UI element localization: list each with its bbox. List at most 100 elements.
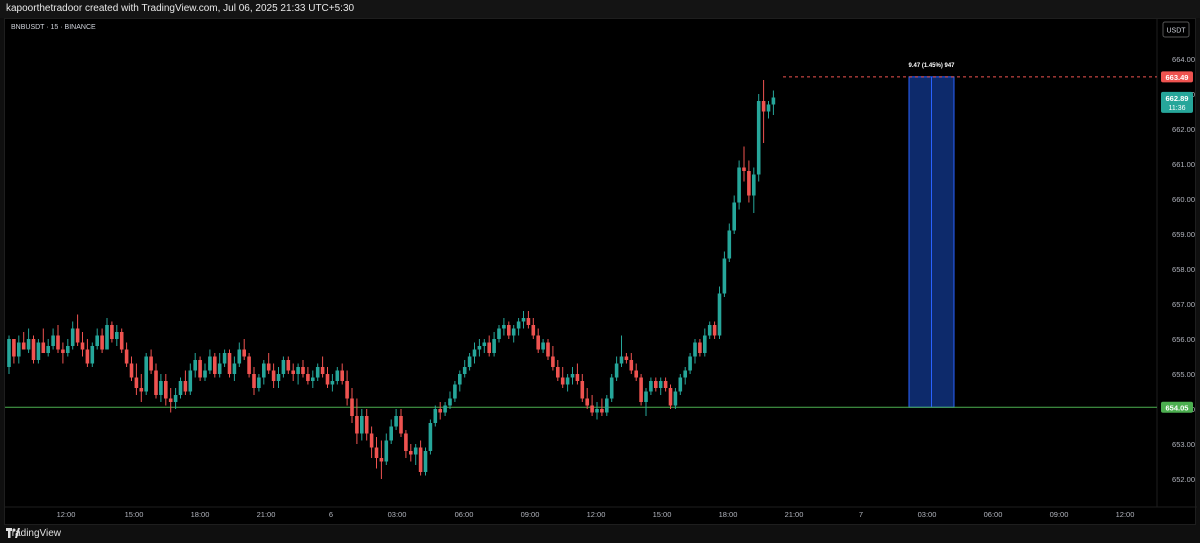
candle-body[interactable] [325, 374, 330, 385]
candle-body[interactable] [605, 398, 609, 413]
candle-body[interactable] [399, 416, 403, 434]
candle-body[interactable] [124, 349, 129, 364]
candle-body[interactable] [707, 325, 712, 336]
candle-body[interactable] [409, 451, 413, 455]
candle-body[interactable] [213, 356, 217, 375]
candle-body[interactable] [70, 328, 75, 347]
candle-body[interactable] [742, 167, 746, 172]
candle-body[interactable] [105, 325, 109, 350]
candle-body[interactable] [609, 377, 614, 399]
candle-body[interactable] [100, 335, 104, 350]
candle-body[interactable] [619, 356, 624, 364]
candle-body[interactable] [394, 416, 398, 427]
tradingview-logo[interactable]: TradingView [6, 528, 61, 539]
candle-body[interactable] [477, 346, 482, 350]
candle-body[interactable] [756, 101, 761, 175]
candle-body[interactable] [296, 367, 300, 374]
candle-body[interactable] [688, 356, 692, 371]
candle-body[interactable] [462, 367, 467, 374]
candle-body[interactable] [183, 381, 188, 392]
candle-body[interactable] [443, 405, 447, 413]
candle-body[interactable] [164, 381, 168, 399]
candle-body[interactable] [560, 377, 565, 385]
candle-body[interactable] [144, 356, 148, 392]
candle-body[interactable] [644, 391, 648, 403]
candle-body[interactable] [311, 377, 315, 382]
candle-body[interactable] [683, 370, 687, 378]
candle-body[interactable] [541, 342, 545, 350]
candle-body[interactable] [668, 388, 673, 406]
candle-body[interactable] [658, 381, 663, 388]
candle-body[interactable] [497, 328, 501, 340]
candle-body[interactable] [458, 374, 462, 385]
chart-panel[interactable]: BNBUSDT · 15 · BINANCEUSDT664.00663.0066… [4, 18, 1197, 526]
candle-body[interactable] [575, 374, 580, 381]
candle-body[interactable] [693, 342, 697, 357]
candle-body[interactable] [546, 342, 550, 357]
candle-body[interactable] [252, 374, 256, 388]
candle-body[interactable] [17, 342, 21, 357]
candle-body[interactable] [330, 381, 335, 385]
candle-body[interactable] [7, 339, 11, 367]
candle-body[interactable] [379, 458, 384, 462]
candle-body[interactable] [556, 367, 560, 378]
candle-body[interactable] [320, 367, 325, 374]
candle-body[interactable] [36, 342, 41, 361]
candle-body[interactable] [306, 374, 310, 381]
candle-body[interactable] [453, 384, 457, 399]
candle-body[interactable] [624, 356, 629, 361]
candle-body[interactable] [31, 339, 36, 360]
candle-body[interactable] [536, 335, 540, 350]
candle-body[interactable] [673, 391, 678, 406]
candle-body[interactable] [242, 349, 246, 357]
candle-body[interactable] [203, 370, 207, 378]
candle-body[interactable] [531, 325, 536, 336]
candle-body[interactable] [472, 349, 477, 357]
candle-body[interactable] [595, 409, 599, 413]
candle-body[interactable] [149, 356, 153, 371]
candle-body[interactable] [663, 381, 668, 388]
candle-body[interactable] [639, 377, 643, 403]
candle-body[interactable] [257, 377, 261, 389]
candle-body[interactable] [747, 171, 751, 196]
candle-body[interactable] [384, 440, 389, 462]
candle-body[interactable] [271, 370, 276, 382]
candle-body[interactable] [134, 377, 139, 389]
candle-body[interactable] [198, 360, 202, 378]
candlestick-chart[interactable]: BNBUSDT · 15 · BINANCEUSDT664.00663.0066… [5, 19, 1197, 526]
candle-body[interactable] [26, 339, 31, 350]
candle-body[interactable] [41, 342, 46, 354]
candle-body[interactable] [752, 174, 756, 196]
candle-body[interactable] [61, 349, 65, 354]
candle-body[interactable] [227, 353, 232, 374]
candle-body[interactable] [629, 360, 634, 371]
candle-body[interactable] [350, 398, 354, 417]
candle-body[interactable] [761, 101, 766, 112]
candle-body[interactable] [389, 426, 393, 441]
candle-body[interactable] [487, 342, 491, 354]
candle-body[interactable] [178, 381, 183, 395]
candle-body[interactable] [21, 342, 26, 350]
candle-body[interactable] [428, 423, 433, 451]
candle-body[interactable] [374, 447, 379, 459]
candle-body[interactable] [129, 363, 134, 378]
candle-body[interactable] [585, 398, 589, 406]
candle-body[interactable] [698, 342, 702, 354]
candle-body[interactable] [565, 377, 570, 385]
currency-button[interactable] [1162, 21, 1190, 38]
candle-body[interactable] [570, 374, 575, 378]
candle-body[interactable] [237, 349, 242, 364]
candle-body[interactable] [590, 405, 594, 413]
candle-body[interactable] [404, 433, 408, 452]
candle-body[interactable] [423, 451, 428, 472]
candle-body[interactable] [46, 346, 50, 353]
candle-body[interactable] [51, 335, 55, 347]
candle-body[interactable] [502, 325, 506, 329]
candle-body[interactable] [154, 370, 158, 396]
candle-body[interactable] [355, 416, 359, 434]
candle-body[interactable] [281, 360, 286, 374]
candle-body[interactable] [654, 381, 658, 388]
candle-body[interactable] [771, 97, 776, 105]
candle-body[interactable] [85, 349, 90, 364]
candle-body[interactable] [369, 433, 374, 448]
